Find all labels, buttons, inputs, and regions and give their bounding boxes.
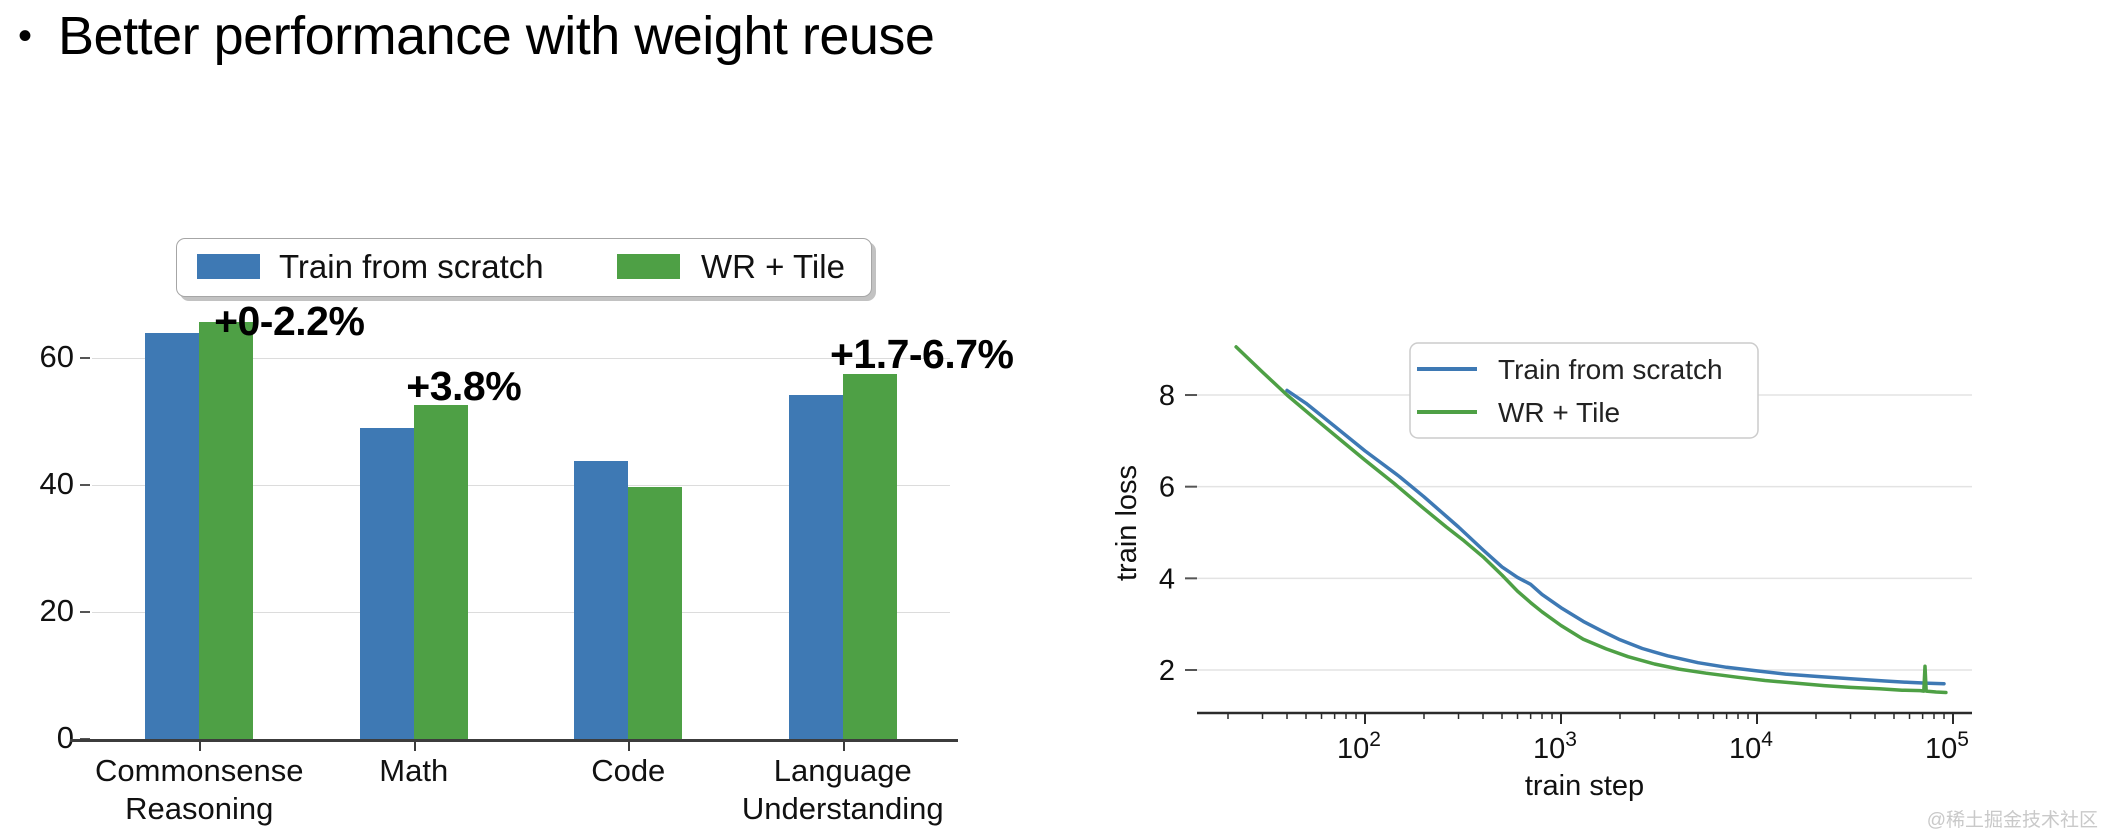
legend-swatch-wr-tile <box>617 254 680 279</box>
x-axis-label: train step <box>1525 770 1644 802</box>
x-tick-label-4: 104 <box>1729 728 1773 765</box>
line-wr-tile <box>1234 345 1948 695</box>
bar-wr-tile-0 <box>199 322 254 739</box>
line-train-from-scratch <box>1285 388 1946 686</box>
bar-wr-tile-3 <box>842 374 897 739</box>
y-tick-60 <box>80 357 90 360</box>
y-tick-label-0: 0 <box>56 720 74 755</box>
legend-label-0: Train from scratch <box>1498 354 1723 385</box>
y-tick-label-2: 2 <box>1159 655 1175 687</box>
x-tick-label-5: 105 <box>1925 728 1969 765</box>
x-axis-line <box>70 739 958 742</box>
annotation-2: +1.7-6.7% <box>829 331 1014 378</box>
annotation-1: +3.8% <box>406 363 522 410</box>
gridline-y-60 <box>92 357 950 360</box>
x-tick-label-3: Language Understanding <box>741 753 944 826</box>
legend-swatch-train-from-scratch <box>197 254 260 279</box>
y-tick-label-20: 20 <box>39 593 74 629</box>
y-tick-20 <box>80 611 90 614</box>
y-tick-label-6: 6 <box>1159 472 1175 504</box>
bar-wr-tile-1 <box>413 405 468 739</box>
y-tick-40 <box>80 484 90 487</box>
y-tick-label-8: 8 <box>1159 380 1175 412</box>
legend-label-wr-tile: WR + Tile <box>701 248 845 285</box>
y-tick-label-4: 4 <box>1159 563 1175 595</box>
x-tick-2 <box>628 742 631 751</box>
x-tick-1 <box>413 742 416 751</box>
page-title: Better performance with weight reuse <box>58 6 935 66</box>
watermark: @稀土掘金技术社区 <box>1926 810 2098 831</box>
x-tick-label-1: Math <box>379 753 449 788</box>
y-tick-label-60: 60 <box>39 339 74 375</box>
y-axis-label: train loss <box>1111 465 1143 581</box>
bar-plot-area: 0 20 40 60 Commonsense Reasoning Math Code Lang… <box>39 298 1015 826</box>
x-tick-label-3: 103 <box>1533 728 1577 765</box>
x-tick-3 <box>842 742 845 751</box>
bar-wr-tile-2 <box>628 487 683 739</box>
line-chart-legend <box>1409 342 1759 439</box>
line-chart: 2 4 6 8 train loss 102 103 104 105 train step Trai… <box>1111 342 1972 802</box>
bar-chart: Train from scratch WR + Tile 0 20 40 60 Comm… <box>39 238 1015 826</box>
bar-train-from-scratch-1 <box>359 428 414 739</box>
x-tick-0 <box>199 742 202 751</box>
gridline-y-20 <box>92 611 950 614</box>
legend-label-1: WR + Tile <box>1498 397 1620 428</box>
x-tick-label-2: 102 <box>1337 728 1381 765</box>
bar-train-from-scratch-3 <box>788 395 843 739</box>
bar-train-from-scratch-2 <box>574 461 629 739</box>
annotation-0: +0-2.2% <box>214 298 365 345</box>
x-tick-label-0: Commonsense Reasoning <box>95 753 304 826</box>
title-row: • Better performance with weight reuse <box>18 4 935 68</box>
bullet-marker: • <box>18 14 33 58</box>
bar-chart-legend: Train from scratch WR + Tile <box>176 238 872 297</box>
gridline-y-40 <box>92 484 950 487</box>
legend-label-train-from-scratch: Train from scratch <box>279 248 544 285</box>
bar-train-from-scratch-0 <box>145 333 200 739</box>
x-tick-label-2: Code <box>591 753 666 788</box>
y-tick-label-40: 40 <box>39 466 74 502</box>
